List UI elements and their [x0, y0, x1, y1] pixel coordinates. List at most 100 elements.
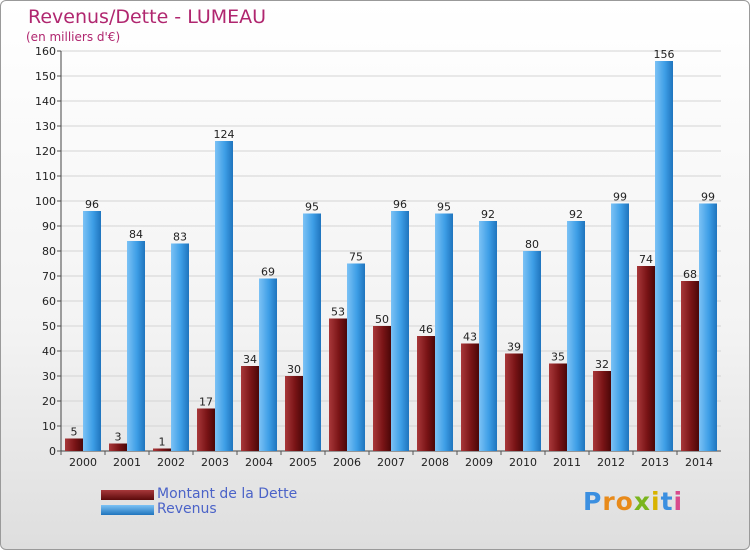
x-tick-label: 2008: [421, 456, 449, 469]
bar-dette: [593, 371, 611, 451]
data-label-revenus: 75: [349, 251, 363, 264]
chart-subtitle: (en milliers d'€): [26, 30, 121, 44]
data-label-dette: 43: [463, 331, 477, 344]
y-tick-label: 110: [35, 170, 56, 183]
bar-dette: [109, 443, 127, 451]
bar-revenus: [567, 221, 585, 451]
bar-revenus: [479, 221, 497, 451]
data-label-revenus: 95: [305, 201, 319, 214]
legend-label-revenus: Revenus: [157, 501, 217, 517]
data-label-revenus: 80: [525, 238, 539, 251]
x-tick-label: 2011: [553, 456, 581, 469]
x-tick-label: 2005: [289, 456, 317, 469]
y-tick-label: 20: [42, 395, 56, 408]
data-label-revenus: 156: [654, 48, 675, 61]
logo-letter: i: [673, 487, 684, 516]
proxiti-logo: Proxiti: [583, 487, 683, 516]
bar-revenus: [259, 278, 277, 451]
chart-title: Revenus/Dette - LUMEAU: [28, 6, 267, 28]
bar-dette: [681, 281, 699, 451]
data-label-revenus: 99: [701, 191, 715, 204]
bar-revenus: [171, 243, 189, 451]
logo-letter: x: [633, 487, 651, 516]
data-label-dette: 30: [287, 363, 301, 376]
y-tick-label: 0: [49, 445, 56, 458]
bar-dette: [285, 376, 303, 451]
y-tick-label: 10: [42, 420, 56, 433]
logo-letter: r: [602, 487, 616, 516]
bar-dette: [241, 366, 259, 451]
y-tick-label: 40: [42, 345, 56, 358]
data-label-dette: 74: [639, 253, 653, 266]
data-label-dette: 17: [199, 396, 213, 409]
x-tick-label: 2006: [333, 456, 361, 469]
data-label-revenus: 92: [569, 208, 583, 221]
x-tick-label: 2004: [245, 456, 273, 469]
y-tick-label: 90: [42, 220, 56, 233]
data-label-dette: 35: [551, 351, 565, 364]
axes: 0102030405060708090100110120130140150160…: [35, 45, 721, 469]
bar-revenus: [215, 141, 233, 451]
bar-dette: [549, 363, 567, 451]
data-label-dette: 68: [683, 268, 697, 281]
bar-revenus: [127, 241, 145, 451]
bar-dette: [373, 326, 391, 451]
x-tick-label: 2010: [509, 456, 537, 469]
logo-letter: t: [660, 487, 674, 516]
bar-dette: [197, 408, 215, 451]
data-label-dette: 39: [507, 341, 521, 354]
bar-revenus: [83, 211, 101, 451]
data-label-revenus: 96: [85, 198, 99, 211]
y-tick-label: 150: [35, 70, 56, 83]
y-tick-label: 70: [42, 270, 56, 283]
bar-revenus: [611, 203, 629, 451]
data-label-revenus: 124: [214, 128, 235, 141]
logo-letter: o: [615, 487, 634, 516]
bar-revenus: [303, 213, 321, 451]
data-label-dette: 50: [375, 313, 389, 326]
data-label-dette: 5: [71, 426, 78, 439]
data-label-dette: 34: [243, 353, 257, 366]
data-label-revenus: 84: [129, 228, 143, 241]
bar-dette: [153, 448, 171, 451]
data-label-dette: 1: [159, 436, 166, 449]
legend-swatch-revenus: [101, 505, 154, 515]
logo-letter: i: [651, 487, 661, 516]
data-label-revenus: 95: [437, 201, 451, 214]
bar-revenus: [523, 251, 541, 451]
y-tick-label: 120: [35, 145, 56, 158]
x-tick-label: 2007: [377, 456, 405, 469]
data-label-revenus: 99: [613, 191, 627, 204]
x-tick-label: 2012: [597, 456, 625, 469]
bar-dette: [329, 318, 347, 451]
y-tick-label: 130: [35, 120, 56, 133]
data-label-dette: 53: [331, 306, 345, 319]
y-tick-label: 140: [35, 95, 56, 108]
data-label-dette: 3: [115, 431, 122, 444]
x-tick-label: 2000: [69, 456, 97, 469]
y-tick-label: 60: [42, 295, 56, 308]
bar-revenus: [391, 211, 409, 451]
y-tick-label: 50: [42, 320, 56, 333]
bars: [65, 61, 717, 451]
y-tick-label: 160: [35, 45, 56, 58]
bar-revenus: [347, 263, 365, 451]
bar-dette: [461, 343, 479, 451]
logo-letter: P: [583, 487, 603, 516]
y-tick-label: 80: [42, 245, 56, 258]
data-label-revenus: 92: [481, 208, 495, 221]
data-label-revenus: 83: [173, 231, 187, 244]
legend-swatch-debt: [101, 490, 154, 500]
x-tick-label: 2009: [465, 456, 493, 469]
data-label-revenus: 96: [393, 198, 407, 211]
x-tick-label: 2014: [685, 456, 713, 469]
y-tick-label: 100: [35, 195, 56, 208]
x-tick-label: 2003: [201, 456, 229, 469]
data-label-dette: 46: [419, 323, 433, 336]
y-tick-label: 30: [42, 370, 56, 383]
x-tick-label: 2002: [157, 456, 185, 469]
bar-revenus: [655, 61, 673, 451]
x-tick-label: 2013: [641, 456, 669, 469]
